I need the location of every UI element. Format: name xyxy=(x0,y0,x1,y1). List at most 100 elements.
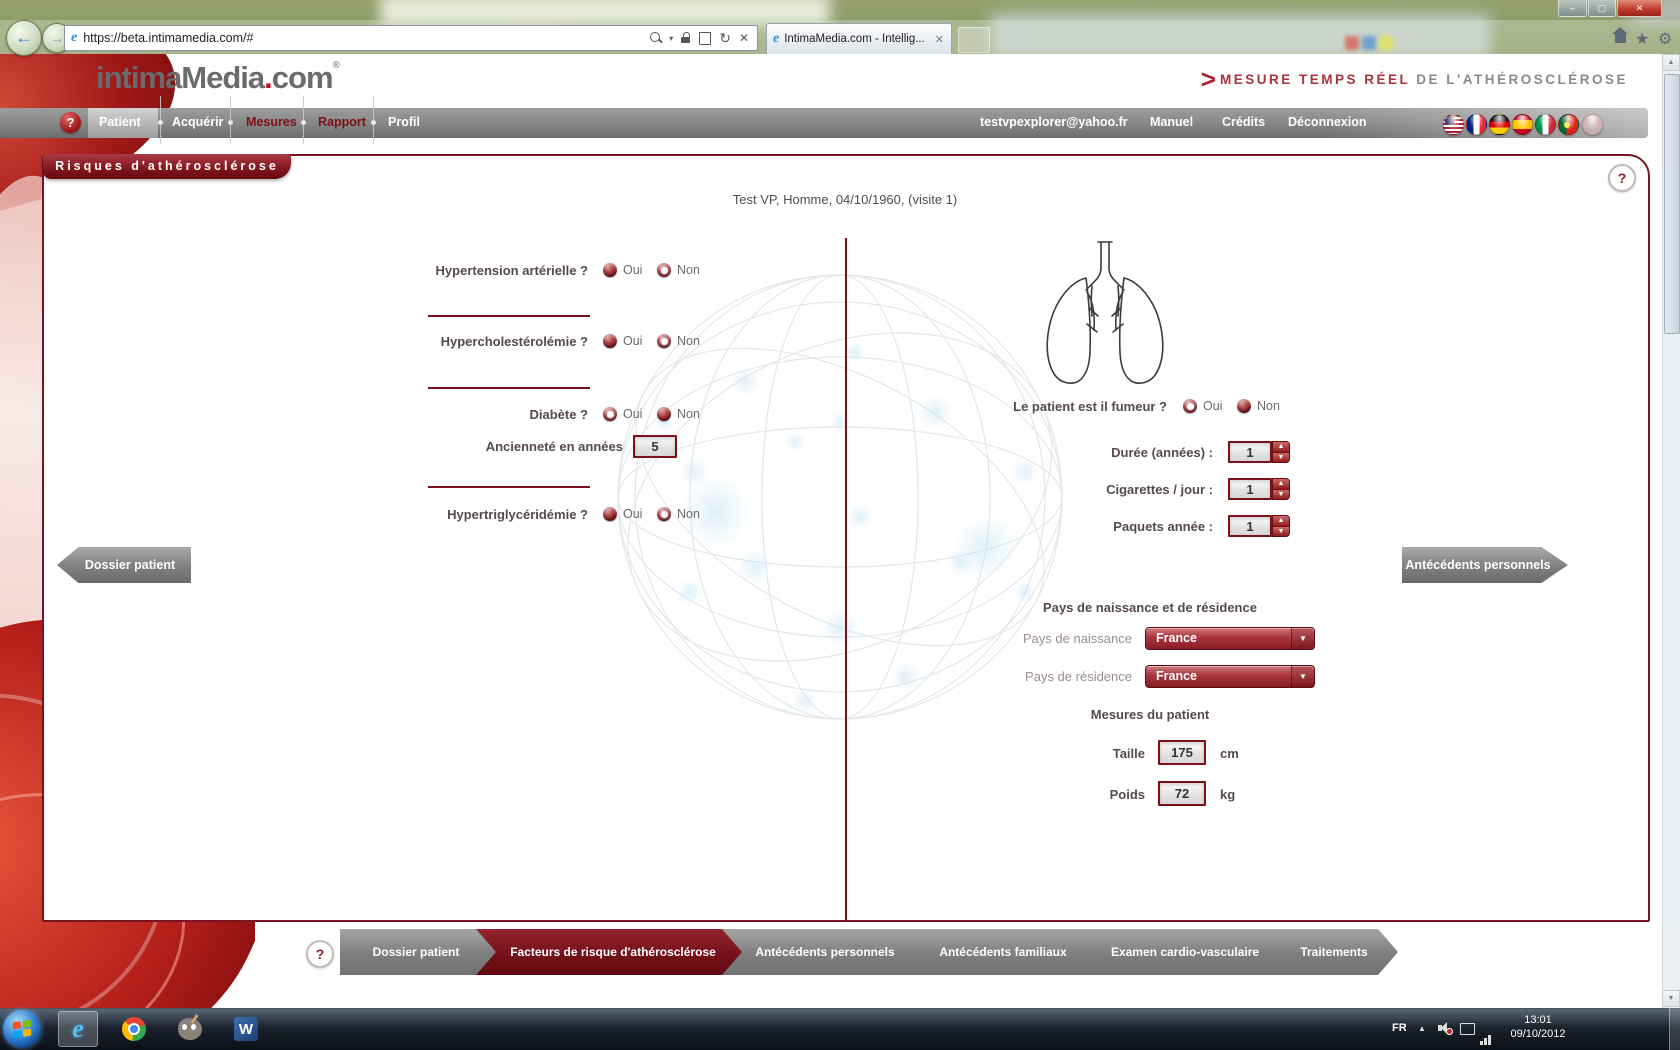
pays-residence-dropdown[interactable]: France ▼ xyxy=(1145,665,1315,688)
volume-muted-icon[interactable] xyxy=(1438,1022,1453,1035)
search-caret-icon[interactable]: ▾ xyxy=(669,33,674,43)
breadcrumb-step-antecedents-familiaux[interactable]: Antécédents familiaux xyxy=(900,929,1100,975)
radio-non[interactable] xyxy=(657,507,671,521)
breadcrumb-step-facteurs-de-risque[interactable]: Facteurs de risque d'athérosclérose xyxy=(476,929,744,975)
taskbar-clock[interactable]: 13:01 09/10/2012 xyxy=(1500,1014,1576,1040)
stepper-up-icon[interactable]: ▲ xyxy=(1272,515,1290,527)
breadcrumb-step-examen-cardio[interactable]: Examen cardio-vasculaire xyxy=(1078,929,1286,975)
refresh-icon[interactable]: ↻ xyxy=(719,29,731,46)
radio-oui[interactable] xyxy=(603,263,617,277)
tray-language-indicator[interactable]: FR xyxy=(1392,1022,1407,1034)
poids-input[interactable] xyxy=(1158,781,1206,806)
pays-naissance-dropdown[interactable]: France ▼ xyxy=(1145,627,1315,650)
radio-label-non[interactable]: Non xyxy=(1257,399,1280,413)
back-button[interactable]: ← xyxy=(6,20,42,56)
radio-label-oui[interactable]: Oui xyxy=(623,507,643,521)
radio-oui[interactable] xyxy=(603,407,617,421)
question-label-diabete: Diabète ? xyxy=(529,407,588,422)
stepper-down-icon[interactable]: ▼ xyxy=(1272,452,1290,463)
radio-oui[interactable] xyxy=(1183,399,1197,413)
cigarettes-input[interactable] xyxy=(1228,478,1272,500)
scrollbar-thumb[interactable] xyxy=(1664,74,1680,334)
paquets-input[interactable] xyxy=(1228,515,1272,537)
flag-fr-icon[interactable] xyxy=(1466,114,1487,135)
compatibility-view-icon[interactable] xyxy=(699,31,712,45)
radio-label-non[interactable]: Non xyxy=(677,263,700,277)
minimize-button[interactable]: – xyxy=(1558,0,1587,17)
tray-expand-icon[interactable]: ▲ xyxy=(1418,1024,1426,1033)
taskbar-ie-button[interactable]: e xyxy=(58,1011,98,1047)
nav-link-deconnexion[interactable]: Déconnexion xyxy=(1288,115,1367,129)
display-tray-icon[interactable] xyxy=(1460,1023,1475,1035)
paquets-stepper[interactable]: ▲ ▼ xyxy=(1272,515,1290,537)
dropdown-arrow-icon[interactable]: ▼ xyxy=(1291,628,1314,649)
anciennete-input[interactable] xyxy=(633,435,677,458)
taskbar-gimp-button[interactable] xyxy=(170,1011,210,1047)
scroll-up-icon[interactable]: ▲ xyxy=(1662,54,1680,71)
scroll-down-icon[interactable]: ▼ xyxy=(1662,990,1680,1007)
cigarettes-stepper[interactable]: ▲ ▼ xyxy=(1272,478,1290,500)
search-icon[interactable] xyxy=(650,31,663,45)
duree-stepper[interactable]: ▲ ▼ xyxy=(1272,441,1290,463)
nav-link-credits[interactable]: Crédits xyxy=(1222,115,1266,129)
favorites-star-icon[interactable]: ★ xyxy=(1635,31,1650,48)
stepper-down-icon[interactable]: ▼ xyxy=(1272,489,1290,500)
maximize-button[interactable]: ▢ xyxy=(1588,0,1616,17)
flag-es-icon[interactable] xyxy=(1512,114,1533,135)
tools-gear-icon[interactable]: ⚙ xyxy=(1658,31,1673,48)
browser-tab[interactable]: e IntimaMedia.com - Intellig... ✕ xyxy=(766,23,952,54)
radio-label-non[interactable]: Non xyxy=(677,334,700,348)
radio-label-oui[interactable]: Oui xyxy=(623,263,643,277)
flag-de-icon[interactable] xyxy=(1489,114,1510,135)
nav-item-mesures[interactable]: Mesures xyxy=(246,115,297,129)
stepper-down-icon[interactable]: ▼ xyxy=(1272,526,1290,537)
breadcrumb-step-traitements[interactable]: Traitements xyxy=(1264,929,1398,975)
nav-account-email[interactable]: testvpexplorer@yahoo.fr xyxy=(980,115,1128,129)
nav-link-manuel[interactable]: Manuel xyxy=(1150,115,1194,129)
radio-oui[interactable] xyxy=(603,507,617,521)
site-logo[interactable]: intimaMedia.com® xyxy=(96,60,340,96)
nav-item-profil[interactable]: Profil xyxy=(388,115,420,129)
pager-forward-button[interactable]: Antécédents personnels xyxy=(1402,547,1568,583)
new-tab-button[interactable] xyxy=(958,27,990,53)
start-button[interactable] xyxy=(3,1010,41,1048)
show-desktop-button[interactable] xyxy=(1669,1008,1680,1050)
pager-back-button[interactable]: Dossier patient xyxy=(57,547,191,583)
radio-non[interactable] xyxy=(657,334,671,348)
radio-oui[interactable] xyxy=(603,334,617,348)
breadcrumb-step-antecedents-personnels[interactable]: Antécédents personnels xyxy=(722,929,922,975)
taskbar-word-button[interactable]: W xyxy=(226,1011,266,1047)
nav-item-rapport[interactable]: Rapport xyxy=(318,115,366,129)
flag-us-icon[interactable] xyxy=(1443,114,1464,135)
duree-input[interactable] xyxy=(1228,441,1272,463)
radio-label-oui[interactable]: Oui xyxy=(623,407,643,421)
network-tray-icon[interactable] xyxy=(1480,1034,1493,1045)
close-button[interactable]: ✕ xyxy=(1617,0,1662,17)
radio-non[interactable] xyxy=(657,263,671,277)
flag-pt-icon[interactable] xyxy=(1558,114,1579,135)
dropdown-arrow-icon[interactable]: ▼ xyxy=(1291,666,1314,687)
radio-label-non[interactable]: Non xyxy=(677,407,700,421)
radio-non[interactable] xyxy=(657,407,671,421)
nav-item-patient[interactable]: Patient xyxy=(99,115,141,129)
radio-non[interactable] xyxy=(1237,399,1251,413)
stepper-up-icon[interactable]: ▲ xyxy=(1272,441,1290,453)
flag-it-icon[interactable] xyxy=(1535,114,1556,135)
taille-input[interactable] xyxy=(1158,740,1206,765)
tab-close-icon[interactable]: ✕ xyxy=(934,33,944,46)
page-tab-risques[interactable]: Risques d'athérosclérose xyxy=(43,154,291,179)
radio-label-non[interactable]: Non xyxy=(677,507,700,521)
breadcrumb-help-icon[interactable]: ? xyxy=(306,940,334,968)
radio-label-oui[interactable]: Oui xyxy=(623,334,643,348)
page-help-icon[interactable]: ? xyxy=(1608,164,1636,192)
stop-icon[interactable]: ✕ xyxy=(738,31,749,45)
radio-label-oui[interactable]: Oui xyxy=(1203,399,1223,413)
breadcrumb-step-dossier-patient[interactable]: Dossier patient xyxy=(340,929,498,975)
taskbar-chrome-button[interactable] xyxy=(114,1011,154,1047)
url-text[interactable]: https://beta.intimamedia.com/# xyxy=(83,31,254,45)
home-icon[interactable] xyxy=(1612,27,1628,52)
nav-item-acquerir[interactable]: Acquérir xyxy=(172,115,224,129)
address-bar[interactable]: e https://beta.intimamedia.com/# ▾ ↻ ✕ xyxy=(64,25,758,51)
nav-help-icon[interactable]: ? xyxy=(60,112,81,133)
stepper-up-icon[interactable]: ▲ xyxy=(1272,478,1290,490)
